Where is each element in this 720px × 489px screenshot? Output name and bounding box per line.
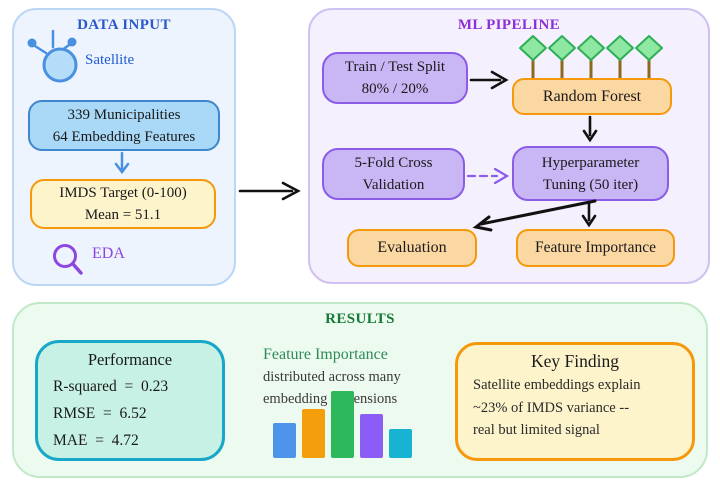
key-finding-line3: real but limited signal <box>473 422 600 438</box>
mini-bar <box>360 414 383 458</box>
feature-importance-bar-chart <box>273 390 412 458</box>
key-finding-box: Key Finding Satellite embeddings explain… <box>455 342 695 461</box>
feature-importance-box: Feature Importance <box>516 229 675 267</box>
feature-importance-caption-line1: distributed across many <box>263 369 401 385</box>
evaluation-label: Evaluation <box>377 239 447 256</box>
ml-pipeline-title: ML PIPELINE <box>457 17 561 33</box>
metric-r-squared: R-squared = 0.23 <box>53 378 169 395</box>
hyperparameter-line2: Tuning (50 iter) <box>542 176 639 193</box>
municipalities-box: 339 Municipalities 64 Embedding Features <box>28 100 220 151</box>
cross-validation-line2: Validation <box>362 177 425 193</box>
magnifier-icon <box>53 244 83 275</box>
feature-importance-caption-line2: embedding dimensions <box>263 391 398 407</box>
imds-line2: Mean = 51.1 <box>84 207 162 223</box>
data-input-title: DATA INPUT <box>77 17 171 33</box>
municipalities-line1: 339 Municipalities <box>67 106 181 123</box>
metric-mae: MAE = 4.72 <box>53 432 139 449</box>
feature-importance-caption: Feature Importance distributed across ma… <box>263 343 401 410</box>
key-finding-line1: Satellite embeddings explain <box>473 377 641 393</box>
feature-importance-label: Feature Importance <box>535 239 656 256</box>
imds-target-box: IMDS Target (0-100) Mean = 51.1 <box>30 179 216 229</box>
mini-bar <box>389 429 412 458</box>
results-title: RESULTS <box>325 311 395 327</box>
train-test-line1: Train / Test Split <box>344 59 446 75</box>
cross-validation-box: 5-Fold Cross Validation <box>322 148 465 200</box>
random-forest-box: Random Forest <box>512 78 672 115</box>
key-finding-line2: ~23% of IMDS variance -- <box>473 399 630 416</box>
hyperparameter-tuning-box: Hyperparameter Tuning (50 iter) <box>512 146 669 201</box>
arrow-data-to-pipeline <box>238 181 301 201</box>
satellite-label: Satellite <box>85 52 135 68</box>
mini-bar <box>273 423 296 458</box>
performance-title: Performance <box>87 350 173 369</box>
mini-bar <box>302 409 325 458</box>
metric-rmse: RMSE = 6.52 <box>53 405 147 422</box>
feature-importance-caption-title: Feature Importance <box>263 346 388 363</box>
evaluation-box: Evaluation <box>347 229 477 267</box>
eda-label: EDA <box>92 245 125 262</box>
satellite-icon <box>27 29 78 83</box>
train-test-split-box: Train / Test Split 80% / 20% <box>322 52 468 104</box>
key-finding-title: Key Finding <box>531 351 619 371</box>
municipalities-line2: 64 Embedding Features <box>52 128 196 145</box>
performance-box: Performance R-squared = 0.23 RMSE = 6.52… <box>35 340 225 461</box>
imds-line1: IMDS Target (0-100) <box>59 185 187 201</box>
cross-validation-line1: 5-Fold Cross <box>354 155 433 171</box>
random-forest-label: Random Forest <box>542 87 642 105</box>
mini-bar <box>331 391 354 458</box>
train-test-line2: 80% / 20% <box>361 81 429 97</box>
hyperparameter-line1: Hyperparameter <box>541 154 640 171</box>
